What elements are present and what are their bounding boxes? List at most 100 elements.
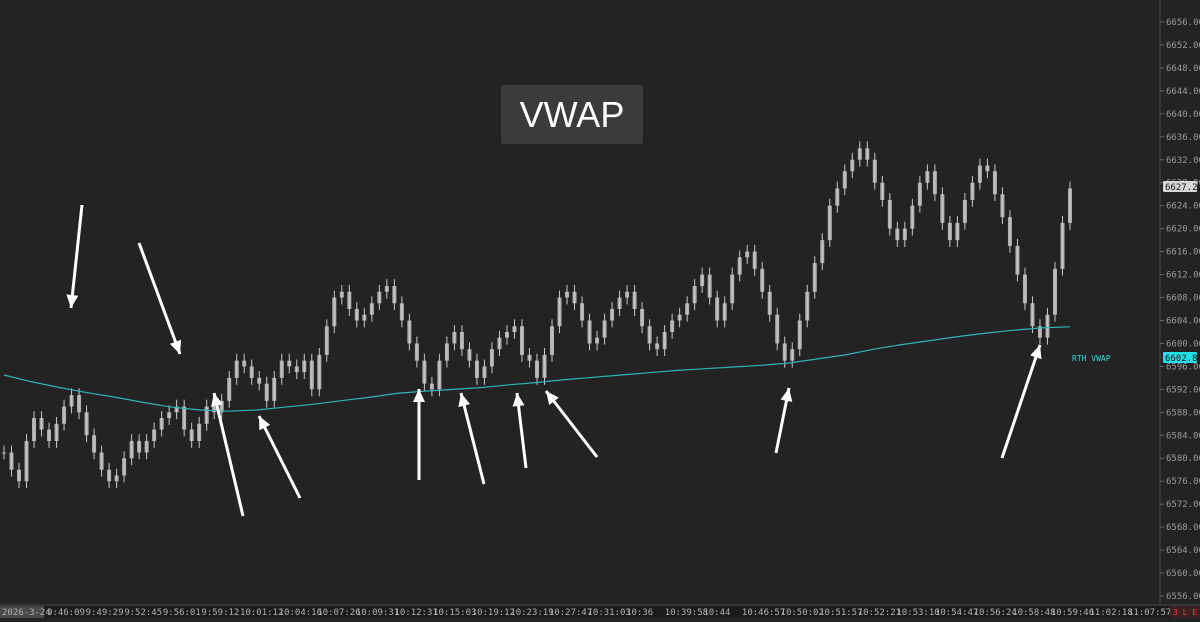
price-body <box>760 268 765 292</box>
price-body <box>820 240 825 264</box>
price-body <box>197 423 202 442</box>
price-body <box>407 320 412 344</box>
annotation-arrow <box>69 204 84 309</box>
price-body <box>129 441 134 459</box>
price-tick-label: 6632.00 <box>1166 156 1200 166</box>
date-label: 2026-3-24 <box>2 608 51 618</box>
price-body <box>324 326 329 355</box>
price-body <box>550 326 555 355</box>
price-body <box>272 377 277 401</box>
price-tick-label: 6636.00 <box>1166 133 1200 143</box>
price-body <box>610 309 615 321</box>
time-label: 10:56:24 <box>974 608 1017 618</box>
price-body <box>459 331 464 350</box>
price-body <box>384 286 389 292</box>
price-body <box>422 360 427 384</box>
price-body <box>932 171 937 195</box>
price-body <box>715 297 720 321</box>
price-body <box>257 377 262 384</box>
price-body <box>167 412 172 419</box>
price-body <box>302 360 307 373</box>
price-body <box>955 222 960 241</box>
price-tick-label: 6656.00 <box>1166 18 1200 28</box>
annotation-arrow <box>459 392 486 485</box>
indicator-text: 3 L E <box>1173 608 1197 617</box>
time-label: 10:31:03 <box>588 608 631 618</box>
price-body <box>902 228 907 241</box>
price-body <box>970 182 975 200</box>
price-body <box>647 326 652 344</box>
time-axis-strip <box>0 605 1200 618</box>
price-series <box>2 141 1072 489</box>
price-tick-label: 6576.00 <box>1166 477 1200 487</box>
price-body <box>602 320 607 338</box>
price-body <box>752 251 757 269</box>
price-body <box>730 274 735 304</box>
price-body <box>662 331 667 350</box>
price-body <box>827 205 832 241</box>
price-body <box>722 303 727 321</box>
price-body <box>1007 217 1012 246</box>
price-body <box>790 349 795 361</box>
price-body <box>737 257 742 275</box>
time-label: 11:07:57 <box>1128 608 1171 618</box>
price-tick-label: 6556.00 <box>1166 592 1200 602</box>
price-body <box>850 159 855 172</box>
price-body <box>1052 268 1057 315</box>
time-label: 10:46:57 <box>742 608 785 618</box>
price-body <box>452 331 457 344</box>
price-body <box>377 291 382 304</box>
price-body <box>339 291 344 298</box>
time-label: 10:54:47 <box>935 608 978 618</box>
time-label: 10:39:58 <box>665 608 708 618</box>
price-body <box>512 326 517 332</box>
price-body <box>204 406 209 424</box>
time-label: 9:46:09 <box>47 608 85 618</box>
price-tick-label: 6612.00 <box>1166 271 1200 281</box>
price-body <box>1022 274 1027 304</box>
price-body <box>122 458 127 476</box>
price-body <box>309 360 314 390</box>
price-body <box>692 286 697 304</box>
price-body <box>114 475 119 482</box>
price-body <box>917 182 922 206</box>
price-body <box>1037 326 1042 338</box>
price-body <box>872 159 877 183</box>
price-body <box>9 452 14 470</box>
price-tick-label: 6652.00 <box>1166 41 1200 51</box>
price-body <box>212 406 217 413</box>
price-axis: 6656.00 6652.00 6648.00 6644.00 6640.00 6636.… <box>1160 18 1200 602</box>
price-body <box>895 228 900 241</box>
price-body <box>362 314 367 321</box>
price-body <box>399 303 404 321</box>
vwap-price-badge <box>1163 352 1197 363</box>
price-tick-label: 6616.00 <box>1166 248 1200 258</box>
annotation-arrow <box>544 390 599 458</box>
time-label: 10:09:31 <box>356 608 399 618</box>
price-body <box>32 418 37 442</box>
annotation-arrowhead <box>512 393 525 407</box>
price-body <box>429 383 434 390</box>
vwap-price-value: 6602.88 <box>1165 354 1200 364</box>
price-body <box>887 199 892 229</box>
price-body <box>294 366 299 373</box>
price-body <box>670 320 675 332</box>
time-label: 11:02:18 <box>1089 608 1132 618</box>
price-body <box>655 343 660 350</box>
price-body <box>940 194 945 223</box>
time-label: 10:36 <box>626 608 653 618</box>
touch-arrows <box>66 204 1042 517</box>
price-body <box>437 360 442 390</box>
price-body <box>632 291 637 309</box>
price-body <box>347 291 352 309</box>
price-body <box>542 354 547 378</box>
time-label: 10:59:46 <box>1051 608 1094 618</box>
price-tick-label: 6648.00 <box>1166 64 1200 74</box>
price-body <box>414 343 419 361</box>
annotation-arrowhead <box>211 393 223 407</box>
price-body <box>1015 245 1020 275</box>
price-body <box>962 199 967 223</box>
time-label: 9:56:01 <box>163 608 201 618</box>
time-axis: 9:46:09 9:49:29 9:52:45 9:56:01 9:59:12 10:01… <box>47 608 1171 618</box>
annotation-arrow <box>1000 344 1042 459</box>
